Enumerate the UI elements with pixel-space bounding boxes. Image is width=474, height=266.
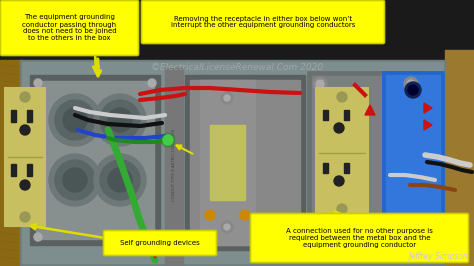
- Circle shape: [63, 168, 87, 192]
- Circle shape: [49, 154, 101, 206]
- Circle shape: [407, 80, 415, 88]
- Bar: [344, 110, 349, 120]
- Circle shape: [94, 94, 146, 146]
- Bar: [312, 76, 419, 246]
- Circle shape: [405, 82, 421, 98]
- Circle shape: [316, 234, 324, 242]
- Circle shape: [240, 210, 250, 220]
- Bar: [11, 164, 16, 176]
- FancyBboxPatch shape: [0, 1, 138, 56]
- Text: CONDUIT TYPE X ASTM C1390/L1350: CONDUIT TYPE X ASTM C1390/L1350: [172, 129, 176, 201]
- Circle shape: [313, 77, 327, 91]
- Circle shape: [387, 219, 399, 231]
- Bar: [323, 163, 328, 173]
- Circle shape: [334, 123, 344, 133]
- Bar: [27, 164, 32, 176]
- Bar: [190, 80, 300, 245]
- Bar: [36, 81, 154, 239]
- Circle shape: [224, 95, 230, 101]
- Circle shape: [34, 79, 42, 87]
- Bar: [30, 75, 160, 245]
- Circle shape: [337, 92, 347, 102]
- Circle shape: [108, 168, 132, 192]
- Circle shape: [161, 133, 175, 147]
- Bar: [445, 50, 474, 266]
- Circle shape: [407, 234, 415, 242]
- Circle shape: [205, 210, 215, 220]
- Circle shape: [221, 92, 233, 104]
- Polygon shape: [424, 120, 432, 130]
- Circle shape: [148, 79, 156, 87]
- Text: Jeffrey Simpson: Jeffrey Simpson: [408, 252, 468, 261]
- Bar: [11, 110, 16, 122]
- Text: Removing the receptacle in either box below won’t
interrupt the other equipment : Removing the receptacle in either box be…: [171, 15, 355, 28]
- Circle shape: [108, 108, 132, 132]
- Bar: [22, 62, 443, 263]
- Circle shape: [221, 221, 233, 233]
- Bar: [386, 75, 440, 249]
- Text: Self grounding devices: Self grounding devices: [120, 240, 200, 246]
- Circle shape: [357, 219, 369, 231]
- Circle shape: [327, 219, 339, 231]
- Circle shape: [404, 231, 418, 245]
- Circle shape: [49, 94, 101, 146]
- Circle shape: [100, 160, 140, 200]
- Circle shape: [408, 85, 418, 95]
- Bar: [308, 72, 423, 250]
- Circle shape: [404, 77, 418, 91]
- Bar: [210, 125, 245, 200]
- Bar: [5, 88, 45, 226]
- Bar: [0, 60, 22, 266]
- Circle shape: [55, 100, 95, 140]
- Circle shape: [20, 212, 30, 222]
- Bar: [316, 88, 368, 218]
- Polygon shape: [424, 103, 432, 113]
- Bar: [185, 75, 305, 250]
- Circle shape: [20, 180, 30, 190]
- Circle shape: [20, 92, 30, 102]
- Circle shape: [390, 222, 396, 228]
- Circle shape: [334, 176, 344, 186]
- FancyBboxPatch shape: [103, 231, 217, 256]
- Bar: [323, 110, 328, 120]
- Circle shape: [94, 154, 146, 206]
- Circle shape: [163, 135, 173, 145]
- Circle shape: [34, 233, 42, 241]
- Text: A connection used for no other purpose is
required between the metal box and the: A connection used for no other purpose i…: [286, 228, 433, 248]
- Text: The equipment grounding
conductor passing through
does not need to be joined
to : The equipment grounding conductor passin…: [22, 15, 117, 41]
- FancyBboxPatch shape: [250, 214, 468, 263]
- Circle shape: [63, 108, 87, 132]
- Circle shape: [316, 80, 324, 88]
- Bar: [200, 80, 255, 245]
- Bar: [27, 110, 32, 122]
- Bar: [165, 68, 183, 266]
- Circle shape: [337, 204, 347, 214]
- Circle shape: [224, 224, 230, 230]
- Circle shape: [313, 231, 327, 245]
- Circle shape: [360, 222, 366, 228]
- Text: ©ElectricalLicenseRenewal.Com 2020: ©ElectricalLicenseRenewal.Com 2020: [151, 64, 323, 73]
- Polygon shape: [150, 248, 160, 258]
- Circle shape: [330, 222, 336, 228]
- Polygon shape: [365, 105, 375, 115]
- FancyBboxPatch shape: [142, 1, 384, 44]
- Bar: [383, 72, 443, 252]
- Bar: [20, 60, 445, 265]
- Circle shape: [100, 100, 140, 140]
- Circle shape: [20, 125, 30, 135]
- Circle shape: [55, 160, 95, 200]
- Circle shape: [148, 233, 156, 241]
- Bar: [344, 163, 349, 173]
